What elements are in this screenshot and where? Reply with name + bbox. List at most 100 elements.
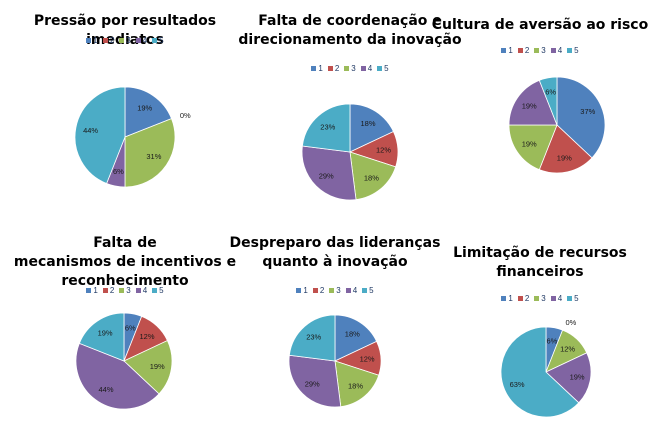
legend-item-5: 5	[362, 286, 374, 295]
legend-label: 2	[524, 294, 530, 303]
data-label: 6%	[545, 88, 556, 97]
data-label: 12%	[376, 145, 391, 154]
data-label: 19%	[557, 153, 572, 162]
legend-item-4: 4	[135, 36, 147, 45]
legend-label: 5	[159, 286, 164, 295]
data-label: 18%	[345, 329, 360, 338]
data-label: 6%	[113, 167, 124, 176]
chart-title: Falta de coordenação e direcionamento da …	[238, 13, 462, 48]
legend-label: 4	[352, 286, 358, 295]
pie-chart-6: Limitação de recursos financeiros 1 2 3 4 5 6% 0…	[420, 234, 660, 434]
legend-swatch	[550, 296, 556, 301]
legend-item-1: 1	[311, 64, 323, 73]
legend-swatch	[312, 288, 318, 293]
data-label: 6%	[546, 337, 557, 346]
legend-label: 3	[336, 286, 341, 295]
legend-swatch	[550, 48, 556, 53]
pie: 19% 0% 31% 6% 44%	[74, 86, 191, 188]
data-label: 0%	[566, 318, 577, 327]
legend-label: 1	[303, 286, 308, 295]
legend-swatch	[119, 38, 125, 43]
legend-item-4: 4	[360, 64, 372, 73]
data-label: 12%	[139, 332, 154, 341]
legend-swatch	[86, 288, 92, 293]
legend-swatch	[345, 288, 351, 293]
legend-item-5: 5	[152, 36, 164, 45]
legend-item-2: 2	[517, 46, 530, 55]
legend-swatch	[102, 288, 108, 293]
data-label: 29%	[305, 379, 320, 388]
pie: 18% 12% 18% 29% 23%	[301, 103, 399, 201]
pie-slice-1	[349, 103, 394, 153]
legend-item-1: 1	[501, 294, 513, 303]
legend-item-2: 2	[102, 286, 114, 295]
data-label: 19%	[522, 102, 537, 111]
legend-item-2: 2	[517, 294, 530, 303]
legend-label: 2	[524, 46, 530, 55]
chart-title: Cultura de aversão ao risco	[431, 17, 649, 33]
data-label: 37%	[580, 107, 595, 116]
pie: 6%12% 19% 44% 19%	[75, 312, 173, 410]
legend-label: 3	[541, 46, 546, 55]
legend-swatch	[501, 48, 507, 53]
legend-item-5: 5	[152, 286, 164, 295]
legend-item-1: 1	[501, 46, 513, 55]
legend-swatch	[119, 288, 125, 293]
data-label: 63%	[510, 380, 525, 389]
pie-slice-5	[538, 76, 558, 126]
data-label: 29%	[319, 171, 334, 180]
chart-title: Despreparo das lideranças quanto à inovaç…	[229, 235, 441, 270]
legend-label: 2	[334, 64, 340, 73]
legend-label: 2	[109, 36, 115, 45]
legend-label: 4	[142, 286, 148, 295]
pie-slice-5	[78, 312, 125, 362]
legend-item-3: 3	[119, 36, 131, 45]
pie-slice-5	[301, 103, 351, 153]
legend-label: 5	[384, 64, 389, 73]
chart-legend: 1 2 3 4 5	[0, 36, 250, 45]
legend-item-1: 1	[86, 286, 98, 295]
pie-chart-3: Cultura de aversão ao risco 1 2 3 4 5 37% 19% 19…	[420, 12, 660, 212]
legend-label: 3	[126, 36, 131, 45]
chart-legend: 1 2 3 4 5	[210, 286, 460, 295]
data-label: 12%	[360, 355, 375, 364]
legend-label: 4	[557, 294, 563, 303]
pie: 6% 0% 12% 19% 63%	[500, 318, 592, 418]
legend-item-3: 3	[534, 46, 546, 55]
legend-item-1: 1	[296, 286, 308, 295]
data-label: 19%	[98, 329, 113, 338]
legend-swatch	[362, 288, 368, 293]
data-label: 44%	[98, 385, 113, 394]
pie-slice-3	[349, 151, 397, 201]
legend-swatch	[86, 38, 92, 43]
legend-swatch	[567, 296, 573, 301]
pie-slice-5	[288, 314, 336, 362]
pie-chart-2: Falta de coordenação e direcionamento da …	[225, 12, 475, 212]
data-label: 31%	[146, 152, 161, 161]
legend-item-2: 2	[312, 286, 324, 295]
legend-swatch	[311, 66, 317, 71]
legend-swatch	[329, 288, 335, 293]
legend-label: 5	[574, 294, 579, 303]
chart-title: Falta de mecanismos de incentivos e recon…	[13, 235, 237, 289]
pie-slice-1	[124, 86, 173, 138]
pie-slice-3	[123, 340, 173, 395]
pie: 37% 19% 19% 19% 6%	[508, 76, 606, 174]
data-label: 19%	[522, 139, 537, 148]
pie-chart-1: Pressão por resultados imediatos 1 2 3 4 5 19%…	[0, 12, 250, 212]
legend-label: 3	[126, 286, 131, 295]
legend-label: 5	[159, 36, 164, 45]
pie-slice-4	[75, 342, 160, 410]
pie-slice-4	[288, 354, 342, 408]
legend-label: 4	[557, 46, 563, 55]
legend-label: 1	[318, 64, 323, 73]
pie: 18% 12% 18% 29% 23%	[288, 314, 382, 408]
legend-item-3: 3	[119, 286, 131, 295]
legend-item-5: 5	[377, 64, 389, 73]
legend-item-4: 4	[135, 286, 148, 295]
chart-legend: 1 2 3 4 5	[420, 294, 660, 303]
legend-item-2: 2	[327, 64, 340, 73]
legend-item-3: 3	[329, 286, 341, 295]
legend-item-5: 5	[567, 46, 579, 55]
pie-chart-5: Despreparo das lideranças quanto à inovaç…	[210, 234, 460, 434]
